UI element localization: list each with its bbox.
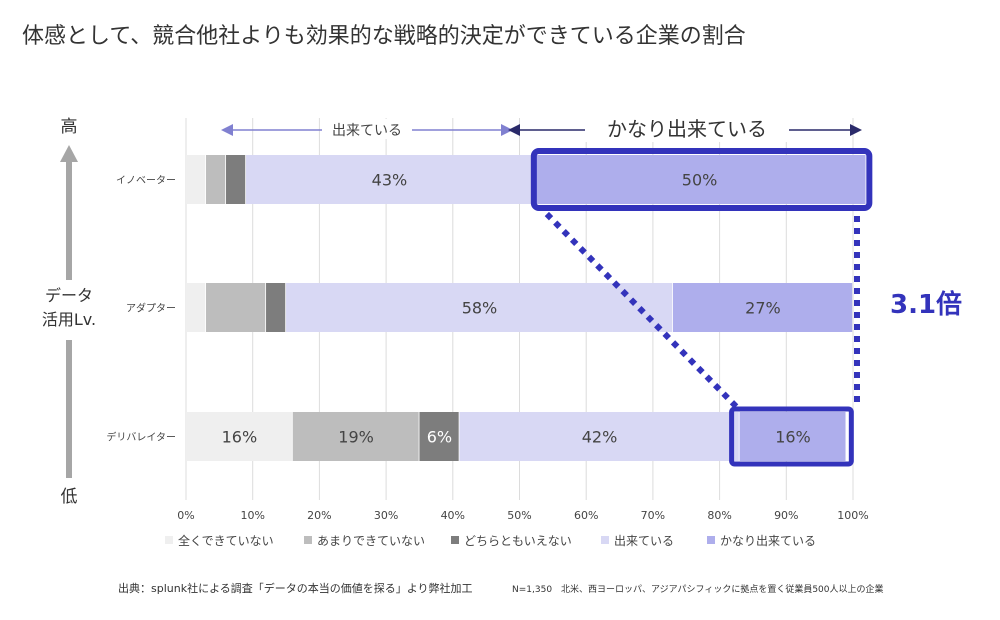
data-label: 43% — [372, 171, 408, 190]
data-label: 6% — [427, 428, 452, 447]
bar-segment — [206, 283, 266, 332]
x-tick-label: 10% — [240, 509, 264, 522]
bar-segment — [286, 283, 673, 332]
x-tick-label: 90% — [774, 509, 798, 522]
legend-label: 出来ている — [614, 534, 674, 548]
legend-label: かなり出来ている — [720, 534, 816, 548]
legend-label: どちらともいえない — [464, 534, 572, 548]
bar-segment — [226, 155, 246, 204]
category-label: イノベーター — [116, 175, 176, 187]
x-tick-label: 40% — [441, 509, 465, 522]
x-tick-label: 100% — [837, 509, 868, 522]
legend-swatch — [451, 536, 459, 544]
dotted-connector-diagonal — [544, 211, 740, 411]
legend-label: 全くできていない — [178, 533, 274, 548]
span-label-dekiteiru: 出来ている — [332, 123, 402, 139]
legend-swatch — [165, 536, 173, 544]
ratio-label: 3.1倍 — [890, 289, 962, 320]
bar-segment — [186, 283, 206, 332]
bar-segment — [419, 412, 459, 461]
span-label-bg — [585, 114, 789, 142]
bar-segment — [292, 412, 419, 461]
data-label: 50% — [682, 171, 718, 190]
y-axis-bottom-label: 低 — [61, 487, 78, 507]
bar-segment — [246, 155, 533, 204]
y-axis-title-bg — [36, 280, 104, 340]
highlight-box-bottom — [729, 406, 854, 467]
x-tick-label: 60% — [574, 509, 598, 522]
legend-label: あまりできていない — [317, 534, 425, 548]
legend-swatch — [707, 536, 715, 544]
category-label: デリバレイター — [106, 431, 176, 444]
x-tick-label: 70% — [641, 509, 665, 522]
data-label: 42% — [582, 428, 618, 447]
span-label-kanari: かなり出来ている — [607, 117, 767, 141]
data-label: 16% — [222, 428, 258, 447]
page-title: 体感として、競合他社よりも効果的な戦略的決定ができている企業の割合 — [22, 24, 746, 49]
y-axis-title-line: 活用Lv. — [42, 310, 96, 329]
bar-segment — [266, 283, 286, 332]
x-tick-label: 50% — [507, 509, 531, 522]
footer-note: N=1,350 北米、西ヨーロッパ、アジアパシフィックに拠点を置く従業員500人… — [512, 585, 884, 595]
x-tick-label: 20% — [307, 509, 331, 522]
bar-segment — [739, 412, 846, 461]
bar-segment — [532, 155, 866, 204]
y-axis-title-line: データ — [45, 286, 93, 305]
footer-source: 出典：splunk社による調査「データの本当の価値を探る」より弊社加工 — [118, 582, 473, 595]
y-axis-arrow-head — [60, 145, 78, 162]
bar-segment — [186, 155, 206, 204]
bar-segment — [672, 283, 853, 332]
legend-swatch — [304, 536, 312, 544]
bar-segment — [186, 412, 292, 461]
data-label: 16% — [775, 428, 811, 447]
data-label: 19% — [338, 428, 374, 447]
x-tick-label: 80% — [707, 509, 731, 522]
span-label-bg — [322, 119, 412, 139]
x-tick-label: 30% — [374, 509, 398, 522]
y-axis-top-label: 高 — [61, 117, 78, 137]
data-label: 58% — [462, 299, 498, 318]
legend-swatch — [601, 536, 609, 544]
highlight-box-top — [530, 148, 873, 211]
bar-segment — [206, 155, 226, 204]
category-label: アダプター — [126, 302, 176, 315]
x-tick-label: 0% — [177, 509, 194, 522]
bar-segment — [459, 412, 739, 461]
data-label: 27% — [745, 299, 781, 318]
